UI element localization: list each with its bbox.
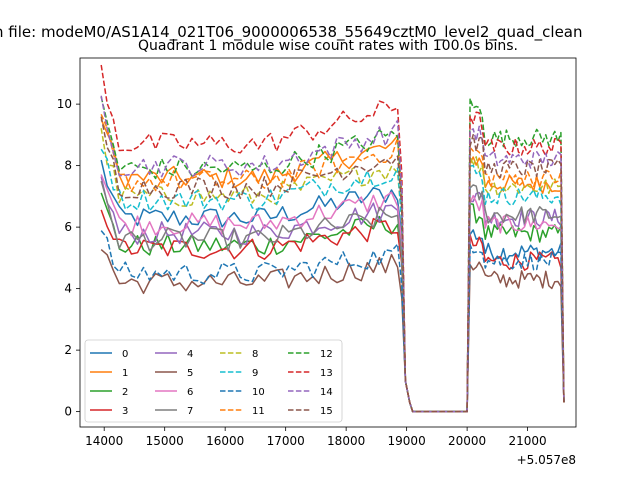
- series-line-1: [100, 119, 565, 413]
- series-line-5: [100, 249, 565, 413]
- series-line-8: [100, 128, 565, 413]
- series-layer: [100, 64, 565, 413]
- x-offset-label: +5.057e8: [517, 453, 576, 467]
- series-line-15: [100, 116, 565, 413]
- series-line-14: [100, 95, 565, 413]
- series-line-10: [100, 230, 565, 413]
- series-line-0: [100, 159, 565, 413]
- y-tick-label: 10: [57, 97, 72, 111]
- legend-label-13: 13: [320, 368, 333, 379]
- x-tick-label: 15000: [146, 434, 184, 448]
- legend-label-2: 2: [122, 387, 128, 398]
- legend-label-14: 14: [320, 387, 333, 398]
- series-line-7: [100, 180, 565, 413]
- legend-label-9: 9: [252, 368, 258, 379]
- legend-label-3: 3: [122, 406, 128, 417]
- x-tick-label: 21000: [509, 434, 547, 448]
- legend-label-5: 5: [187, 368, 193, 379]
- series-line-6: [100, 174, 565, 413]
- legend-label-0: 0: [122, 349, 128, 360]
- y-tick-label: 8: [64, 159, 72, 173]
- figure-suptitle: n file: modeM0/AS1A14_021T06_9000006538_…: [0, 23, 583, 42]
- legend-label-6: 6: [187, 387, 193, 398]
- legend-label-11: 11: [252, 406, 265, 417]
- series-line-4: [100, 176, 565, 413]
- x-tick-label: 14000: [85, 434, 123, 448]
- legend-label-12: 12: [320, 349, 333, 360]
- x-tick-label: 18000: [327, 434, 365, 448]
- y-tick-label: 4: [64, 282, 72, 296]
- legend-label-15: 15: [320, 406, 333, 417]
- legend-label-7: 7: [187, 406, 193, 417]
- legend-label-4: 4: [187, 349, 193, 360]
- chart-title: Quadrant 1 module wise count rates with …: [138, 38, 518, 54]
- series-line-12: [100, 96, 565, 413]
- x-tick-label: 19000: [388, 434, 426, 448]
- legend-box: [84, 339, 343, 423]
- y-tick-label: 0: [64, 405, 72, 419]
- x-tick-label: 17000: [267, 434, 305, 448]
- series-line-9: [100, 148, 565, 413]
- series-line-11: [100, 114, 565, 413]
- legend-label-1: 1: [122, 368, 128, 379]
- series-line-13: [100, 64, 565, 413]
- series-line-3: [100, 209, 565, 413]
- x-tick-label: 20000: [448, 434, 486, 448]
- axis-layer: 14000 15000 16000 17000 18000 19000 20000 21000…: [57, 57, 577, 448]
- legend-label-10: 10: [252, 387, 265, 398]
- axes-frame: [79, 57, 577, 428]
- y-tick-label: 2: [64, 343, 72, 357]
- legend-label-8: 8: [252, 349, 258, 360]
- y-tick-label: 6: [64, 220, 72, 234]
- x-tick-label: 16000: [206, 434, 244, 448]
